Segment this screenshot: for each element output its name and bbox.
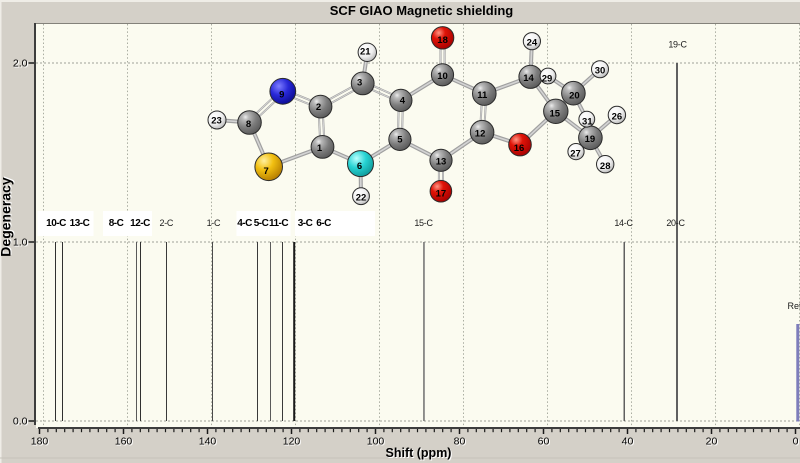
svg-text:40: 40 bbox=[623, 437, 635, 449]
svg-text:0: 0 bbox=[793, 436, 799, 448]
svg-text:100: 100 bbox=[367, 436, 385, 448]
svg-text:19: 19 bbox=[585, 134, 596, 145]
svg-text:6: 6 bbox=[357, 161, 362, 172]
svg-text:26: 26 bbox=[612, 111, 623, 122]
svg-text:100: 100 bbox=[368, 437, 386, 449]
svg-text:3: 3 bbox=[357, 78, 362, 89]
svg-text:40: 40 bbox=[622, 436, 634, 448]
svg-text:20: 20 bbox=[706, 436, 718, 448]
svg-text:0.0: 0.0 bbox=[14, 417, 29, 429]
svg-text:12: 12 bbox=[475, 129, 486, 140]
svg-text:5-C: 5-C bbox=[254, 218, 269, 229]
svg-text:2-C: 2-C bbox=[159, 218, 173, 228]
svg-text:22: 22 bbox=[356, 193, 367, 204]
svg-text:20: 20 bbox=[569, 91, 580, 102]
svg-text:3-C: 3-C bbox=[298, 218, 313, 229]
svg-text:4: 4 bbox=[400, 96, 406, 107]
svg-text:12-C: 12-C bbox=[130, 218, 150, 229]
svg-text:9: 9 bbox=[279, 90, 284, 101]
svg-text:10-C: 10-C bbox=[46, 218, 66, 229]
svg-text:2: 2 bbox=[316, 102, 321, 113]
svg-text:60: 60 bbox=[538, 436, 550, 448]
svg-text:80: 80 bbox=[454, 436, 466, 448]
svg-text:120: 120 bbox=[283, 436, 301, 448]
svg-text:11-C: 11-C bbox=[269, 218, 288, 229]
svg-text:SCF GIAO Magnetic shielding: SCF GIAO Magnetic shielding bbox=[330, 3, 514, 18]
svg-text:20: 20 bbox=[707, 437, 719, 449]
svg-text:19-C: 19-C bbox=[668, 40, 687, 50]
svg-text:15: 15 bbox=[550, 109, 561, 120]
svg-text:0.0: 0.0 bbox=[13, 416, 28, 428]
svg-text:28: 28 bbox=[600, 161, 611, 172]
svg-text:7: 7 bbox=[264, 166, 269, 177]
svg-text:11: 11 bbox=[477, 90, 488, 101]
svg-text:14-C: 14-C bbox=[614, 218, 633, 228]
svg-text:5: 5 bbox=[397, 135, 403, 146]
svg-text:8-C: 8-C bbox=[109, 218, 124, 229]
svg-text:6-C: 6-C bbox=[316, 218, 331, 229]
svg-text:1-C: 1-C bbox=[207, 218, 221, 228]
svg-text:Degeneracy: Degeneracy bbox=[0, 177, 14, 257]
svg-text:Ref: Ref bbox=[788, 301, 800, 311]
svg-text:13: 13 bbox=[436, 157, 447, 168]
svg-text:140: 140 bbox=[200, 437, 218, 449]
svg-text:80: 80 bbox=[455, 437, 467, 449]
svg-text:31: 31 bbox=[582, 117, 593, 128]
svg-text:18: 18 bbox=[437, 35, 448, 46]
svg-text:60: 60 bbox=[539, 437, 551, 449]
svg-text:24: 24 bbox=[527, 38, 538, 49]
svg-text:1.0: 1.0 bbox=[13, 237, 28, 249]
svg-text:160: 160 bbox=[116, 437, 134, 449]
svg-text:180: 180 bbox=[32, 437, 50, 449]
svg-text:17: 17 bbox=[436, 189, 447, 200]
svg-text:1.0: 1.0 bbox=[14, 238, 29, 250]
svg-text:120: 120 bbox=[284, 437, 302, 449]
svg-text:160: 160 bbox=[115, 436, 133, 448]
svg-text:30: 30 bbox=[595, 66, 606, 77]
svg-text:8: 8 bbox=[246, 119, 251, 130]
svg-text:180: 180 bbox=[31, 436, 49, 448]
svg-text:2.0: 2.0 bbox=[14, 59, 29, 71]
svg-text:16: 16 bbox=[514, 143, 525, 154]
svg-text:27: 27 bbox=[570, 148, 581, 159]
svg-text:140: 140 bbox=[199, 436, 217, 448]
svg-text:4-C: 4-C bbox=[237, 218, 252, 229]
svg-text:Degeneracy: Degeneracy bbox=[0, 176, 15, 256]
svg-text:Shift (ppm): Shift (ppm) bbox=[387, 447, 453, 461]
svg-text:13-C: 13-C bbox=[70, 218, 90, 229]
svg-text:1: 1 bbox=[317, 143, 323, 154]
svg-text:14: 14 bbox=[523, 73, 534, 84]
svg-text:23: 23 bbox=[211, 115, 222, 126]
svg-text:10: 10 bbox=[437, 71, 448, 82]
svg-text:15-C: 15-C bbox=[414, 218, 433, 228]
svg-text:21: 21 bbox=[360, 47, 371, 58]
svg-text:29: 29 bbox=[542, 73, 553, 84]
svg-text:0: 0 bbox=[794, 437, 800, 449]
svg-text:Shift (ppm): Shift (ppm) bbox=[386, 446, 452, 460]
svg-text:2.0: 2.0 bbox=[13, 58, 28, 70]
svg-text:20-C: 20-C bbox=[666, 218, 685, 228]
